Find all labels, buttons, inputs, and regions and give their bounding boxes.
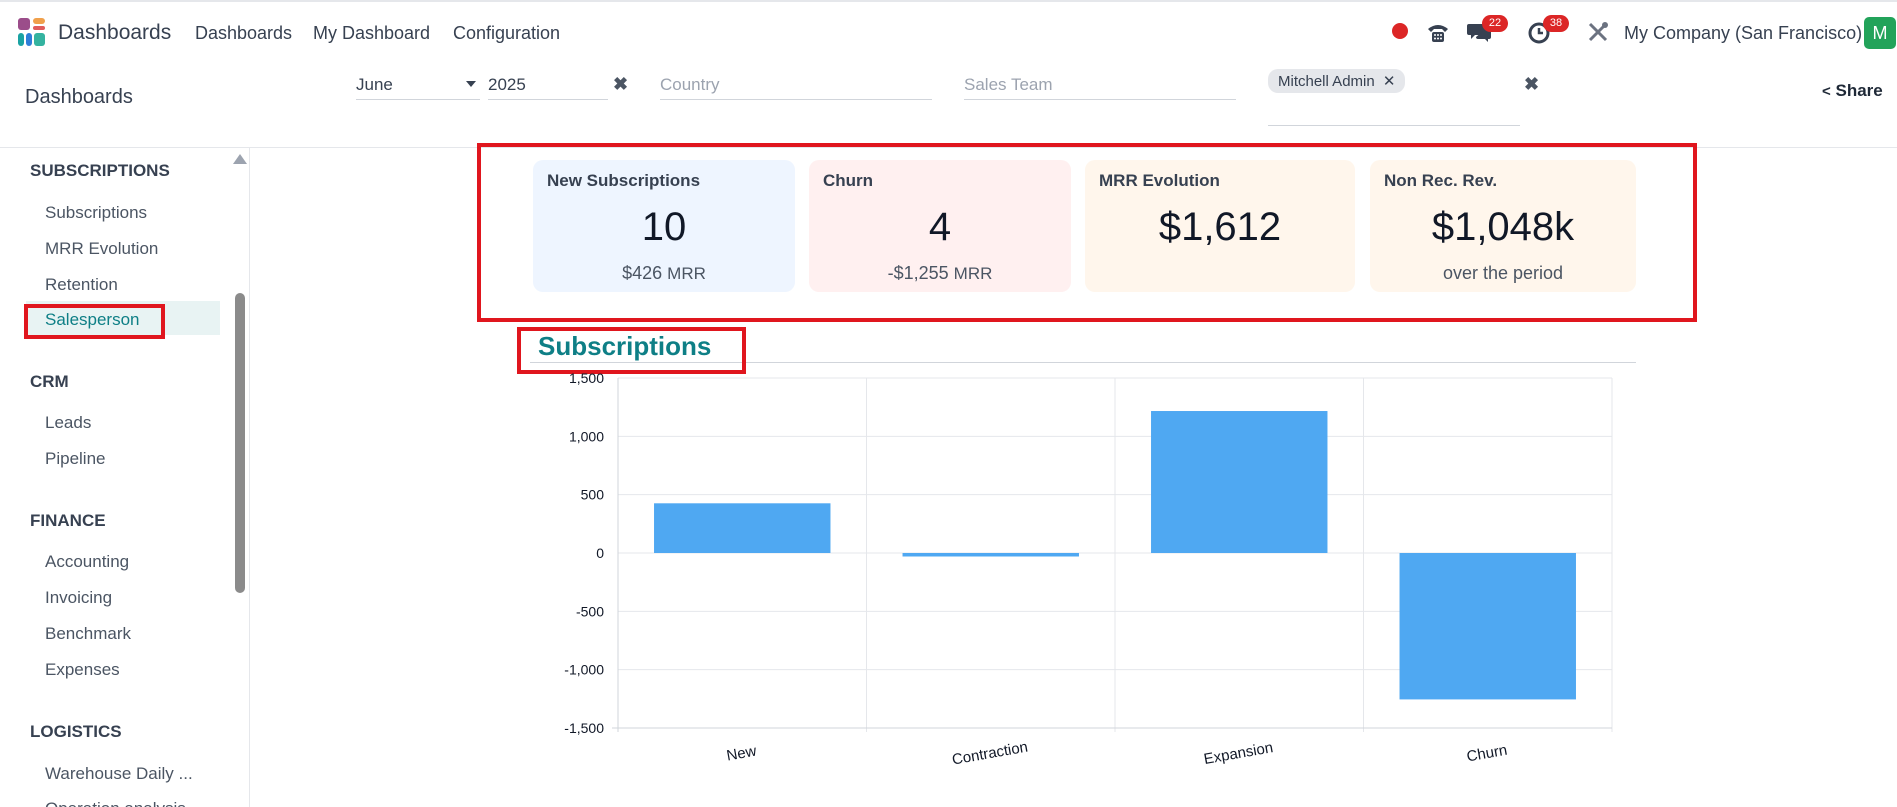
sidebar-item-pipeline[interactable]: Pipeline bbox=[45, 449, 106, 468]
nav-configuration[interactable]: Configuration bbox=[453, 23, 561, 43]
sales-team-placeholder: Sales Team bbox=[964, 75, 1053, 94]
section-logistics: LOGISTICS bbox=[30, 722, 122, 741]
kpi-value: $1,048k bbox=[1431, 205, 1575, 249]
sidebar-item-mrr-evolution[interactable]: MRR Evolution bbox=[45, 239, 159, 258]
user-tag-label: Mitchell Admin bbox=[1278, 73, 1375, 90]
x-tick-label: Expansion bbox=[1202, 739, 1274, 768]
kpi-title: Non Rec. Rev. bbox=[1384, 171, 1498, 190]
sidebar-item-subscriptions[interactable]: Subscriptions bbox=[45, 203, 148, 222]
kpi-value: 4 bbox=[928, 205, 952, 249]
messages-icon[interactable]: 22 bbox=[1466, 15, 1508, 45]
breadcrumb-title: Dashboards bbox=[25, 86, 133, 108]
share-icon: < bbox=[1822, 83, 1831, 100]
bar-contraction bbox=[902, 553, 1079, 557]
bar-expansion bbox=[1151, 411, 1328, 553]
kpi-new-subscriptions[interactable]: New Subscriptions 10 $426 MRR bbox=[533, 160, 795, 292]
company-switcher[interactable]: My Company (San Francisco) bbox=[1624, 23, 1863, 43]
share-button[interactable]: < Share bbox=[1822, 81, 1883, 101]
x-tick-label: Contraction bbox=[951, 739, 1030, 769]
app-name[interactable]: Dashboards bbox=[58, 21, 172, 44]
country-field[interactable]: Country bbox=[660, 70, 932, 100]
dashboard-sidebar: SUBSCRIPTIONS Subscriptions MRR Evolutio… bbox=[0, 148, 250, 807]
header-divider bbox=[0, 147, 1897, 148]
activities-badge: 38 bbox=[1543, 15, 1569, 32]
sidebar-item-benchmark[interactable]: Benchmark bbox=[45, 624, 131, 643]
x-tick-label: New bbox=[725, 743, 758, 765]
caret-down-icon bbox=[466, 81, 476, 87]
messages-badge: 22 bbox=[1482, 15, 1508, 32]
scroll-up-arrow-icon[interactable] bbox=[233, 154, 247, 164]
clear-date-icon[interactable]: ✖ bbox=[613, 74, 629, 94]
subscriptions-bar-chart: 1,500 1,000 500 0 -500 -1,000 -1,500 New Contrac… bbox=[564, 370, 1613, 769]
sidebar-item-invoicing[interactable]: Invoicing bbox=[45, 588, 113, 607]
country-placeholder: Country bbox=[660, 75, 720, 94]
sales-team-field[interactable]: Sales Team bbox=[964, 70, 1236, 100]
sidebar-item-retention[interactable]: Retention bbox=[45, 275, 118, 294]
kpi-title: Churn bbox=[823, 171, 874, 190]
y-tick-label: -1,500 bbox=[564, 720, 604, 736]
y-tick-label: -500 bbox=[576, 603, 604, 619]
phone-icon[interactable] bbox=[1425, 19, 1451, 45]
bar-new bbox=[654, 503, 831, 553]
kpi-subtext: $426 MRR bbox=[622, 263, 706, 283]
kpi-subtext: -$1,255 MRR bbox=[887, 263, 993, 283]
user-tag[interactable]: Mitchell Admin ✕ bbox=[1268, 69, 1406, 93]
y-tick-label: 1,500 bbox=[569, 370, 604, 386]
highlight-kpi-row bbox=[477, 143, 1697, 322]
sidebar-item-operation-analysis[interactable]: Operation analysis bbox=[45, 799, 186, 807]
kpi-non-recurring-revenue[interactable]: Non Rec. Rev. $1,048k over the period bbox=[1370, 160, 1636, 292]
highlight-salesperson bbox=[24, 304, 165, 339]
x-tick-label: Churn bbox=[1465, 742, 1508, 766]
nav-dashboards[interactable]: Dashboards bbox=[195, 23, 293, 43]
month-value: June bbox=[356, 75, 393, 94]
y-tick-label: 500 bbox=[581, 487, 605, 503]
sidebar-item-warehouse-daily[interactable]: Warehouse Daily ... bbox=[45, 764, 193, 783]
tools-icon[interactable] bbox=[1585, 19, 1611, 45]
y-tick-label: 1,000 bbox=[569, 428, 604, 444]
month-select[interactable]: June bbox=[356, 70, 480, 100]
salesperson-field[interactable] bbox=[1268, 66, 1520, 126]
apps-menu-icon[interactable] bbox=[18, 18, 46, 46]
y-tick-label: -1,000 bbox=[564, 662, 604, 678]
recording-icon[interactable] bbox=[1392, 23, 1408, 39]
kpi-title: MRR Evolution bbox=[1099, 171, 1220, 190]
bar-churn bbox=[1399, 553, 1576, 700]
section-finance: FINANCE bbox=[30, 511, 106, 530]
sidebar-item-accounting[interactable]: Accounting bbox=[45, 552, 130, 571]
year-input[interactable]: 2025 bbox=[488, 70, 608, 100]
kpi-title: New Subscriptions bbox=[547, 171, 701, 190]
user-avatar[interactable]: M bbox=[1864, 17, 1896, 49]
share-label: Share bbox=[1835, 81, 1883, 100]
section-subscriptions: SUBSCRIPTIONS bbox=[30, 161, 170, 180]
section-crm: CRM bbox=[30, 372, 69, 391]
kpi-value: 10 bbox=[641, 205, 687, 249]
kpi-mrr-evolution[interactable]: MRR Evolution $1,612 bbox=[1085, 160, 1355, 292]
sidebar-item-expenses[interactable]: Expenses bbox=[45, 660, 120, 679]
highlight-subscriptions-heading bbox=[517, 327, 746, 374]
kpi-churn[interactable]: Churn 4 -$1,255 MRR bbox=[809, 160, 1071, 292]
clear-salesperson-icon[interactable]: ✖ bbox=[1524, 74, 1540, 94]
sidebar-item-leads[interactable]: Leads bbox=[45, 413, 92, 432]
sidebar-scrollbar-thumb[interactable] bbox=[235, 293, 245, 593]
nav-my-dashboard[interactable]: My Dashboard bbox=[313, 23, 431, 43]
activities-icon[interactable]: 38 bbox=[1527, 15, 1569, 45]
kpi-subtext: over the period bbox=[1442, 263, 1564, 283]
heading-rule bbox=[530, 362, 1636, 363]
top-navbar: Dashboards Dashboards My Dashboard Confi… bbox=[0, 0, 1897, 62]
tag-remove-icon[interactable]: ✕ bbox=[1382, 73, 1396, 90]
year-value: 2025 bbox=[488, 75, 526, 94]
kpi-value: $1,612 bbox=[1158, 205, 1282, 249]
subscriptions-heading: Subscriptions bbox=[538, 331, 712, 361]
y-tick-label: 0 bbox=[596, 545, 604, 561]
sidebar-item-salesperson[interactable]: Salesperson bbox=[45, 310, 140, 329]
